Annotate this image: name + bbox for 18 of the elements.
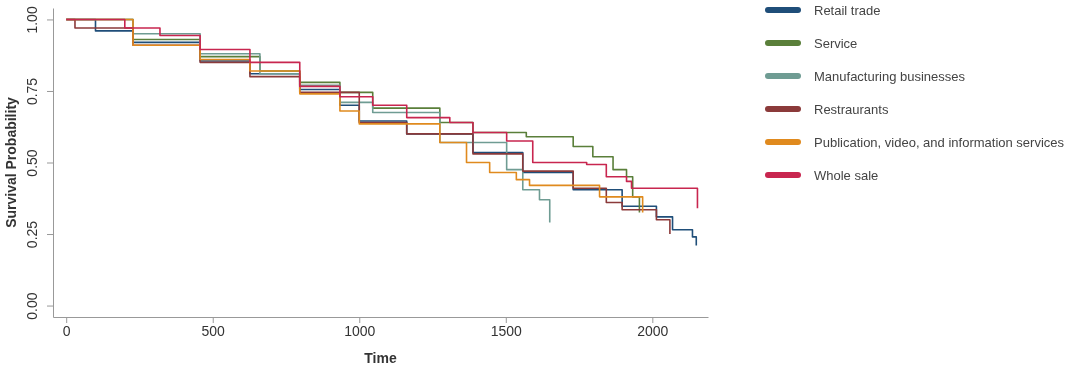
y-axis-title: Survival Probability [3, 96, 19, 228]
x-tick-label: 1000 [344, 322, 376, 339]
y-tick-label: 0.50 [24, 149, 40, 177]
x-axis-title: Time [364, 350, 397, 366]
legend-label: Publication, video, and information services [814, 135, 1065, 150]
y-tick-label: 1.00 [24, 6, 40, 34]
x-tick-label: 2000 [637, 322, 669, 339]
legend-label: Restraurants [814, 102, 889, 117]
x-tick-label: 1500 [490, 322, 523, 339]
legend-label: Retail trade [814, 3, 881, 18]
y-tick-label: 0.00 [24, 292, 40, 320]
legend-label: Whole sale [814, 168, 879, 183]
y-tick-label: 0.75 [24, 77, 40, 106]
legend-label: Service [814, 36, 858, 51]
x-tick-label: 0 [62, 322, 71, 339]
legend-label: Manufacturing businesses [814, 69, 966, 84]
y-tick-label: 0.25 [24, 220, 40, 249]
x-tick-label: 500 [201, 322, 226, 339]
